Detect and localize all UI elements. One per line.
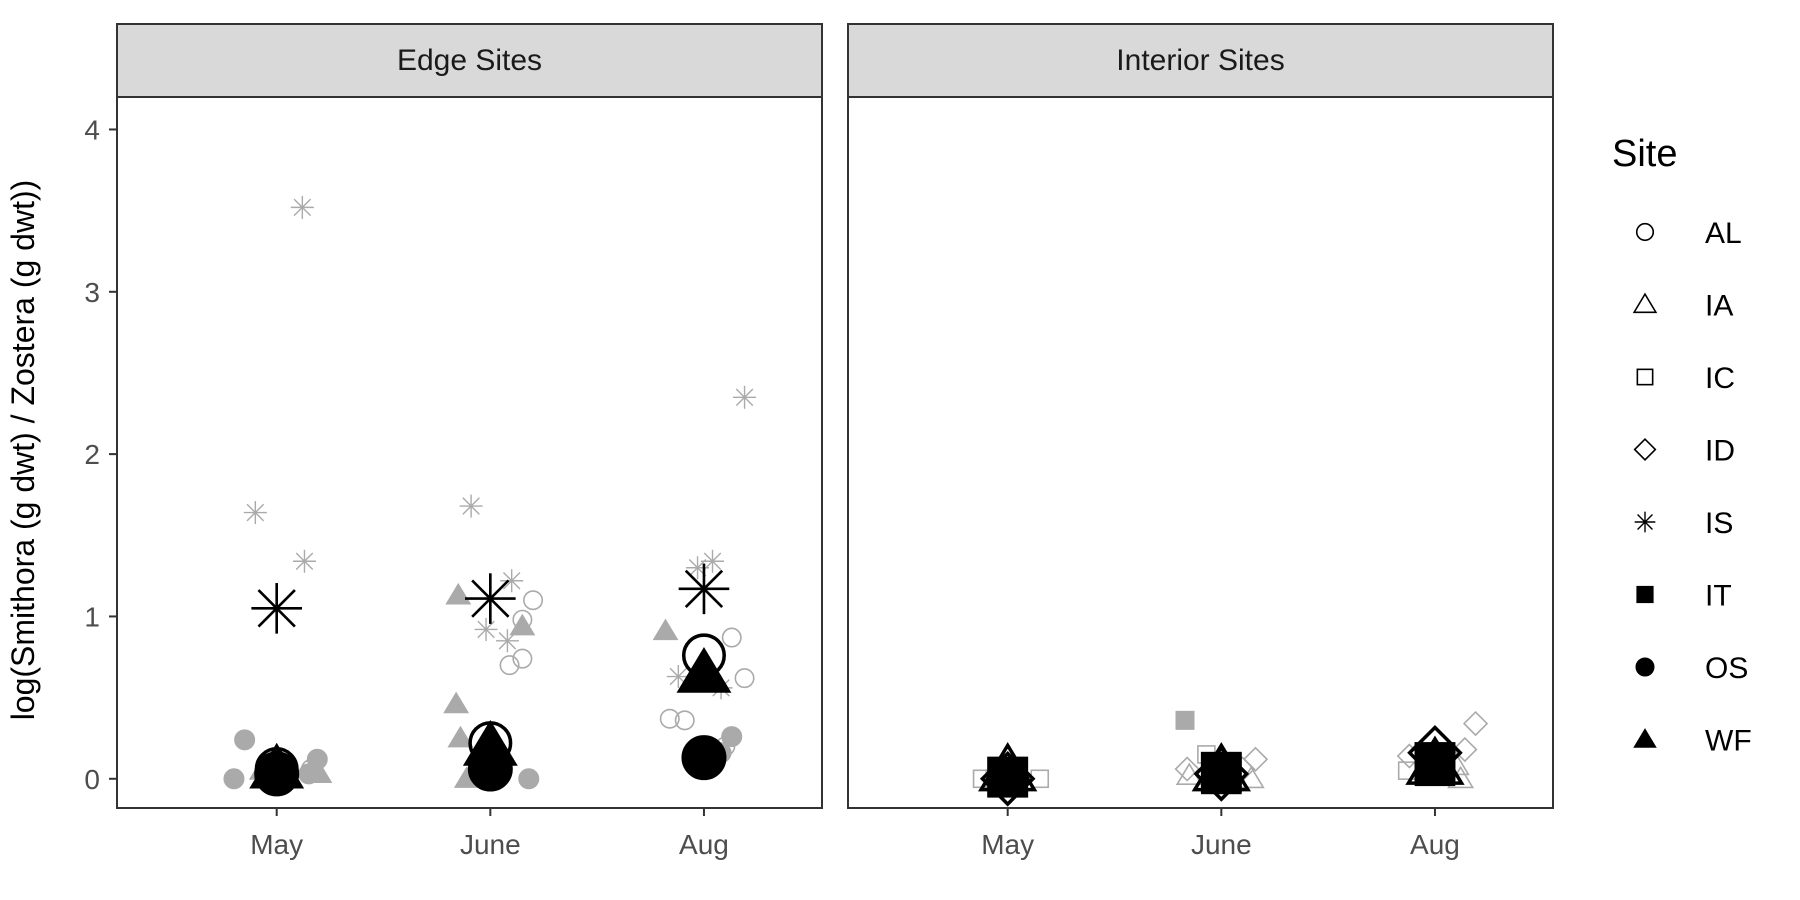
y-tick-label: 3 <box>84 277 100 308</box>
raw-point-id <box>1452 736 1478 763</box>
raw-point-os <box>518 768 540 790</box>
raw-point-is <box>733 385 757 409</box>
raw-point-wf <box>445 582 472 605</box>
legend-item-id: ID <box>1633 435 1735 468</box>
legend-label: IT <box>1705 580 1732 613</box>
facet-strip-label: Interior Sites <box>1116 44 1284 77</box>
raw-point-id <box>1462 710 1489 737</box>
raw-point-al <box>499 655 520 676</box>
legend-title: Site <box>1612 133 1677 175</box>
legend-label: IC <box>1705 362 1735 395</box>
legend-key-wf <box>1633 728 1657 748</box>
plot-panels: Edge Sites May June Aug Interior Sites May Jun… <box>116 23 1554 860</box>
legend-label: IA <box>1705 290 1733 323</box>
raw-point-os <box>223 768 245 790</box>
facet-strip <box>847 23 1554 98</box>
y-tick-label: 4 <box>84 114 100 145</box>
legend-label: IS <box>1705 507 1733 540</box>
raw-point-is <box>500 569 524 593</box>
legend-key-id <box>1633 438 1657 461</box>
mean-point-is <box>465 573 516 624</box>
raw-point-al <box>659 708 680 729</box>
y-axis-label: log(Smithora (g dwt) / Zostera (g dwt)) <box>5 180 41 721</box>
panel-interior-sites: Interior Sites May June Aug <box>847 23 1554 860</box>
x-tick-label: June <box>1191 829 1252 860</box>
legend-key-ic <box>1636 368 1654 386</box>
x-tick-label: Aug <box>1410 829 1460 860</box>
y-tick-label: 0 <box>84 764 100 795</box>
mean-point-is <box>251 583 302 634</box>
plot-area <box>116 96 823 809</box>
raw-point-id <box>1242 746 1269 772</box>
legend-key-os <box>1635 657 1655 677</box>
legend-label: WF <box>1705 725 1752 758</box>
mean-points <box>249 563 732 797</box>
raw-point-os <box>721 726 743 748</box>
mean-points <box>978 725 1465 807</box>
legend-item-ia: IA <box>1632 290 1733 323</box>
mean-point-wf <box>249 742 305 789</box>
raw-point-is <box>474 617 498 641</box>
x-tick-label: Aug <box>679 829 729 860</box>
mean-point-wf <box>462 720 518 766</box>
raw-point-os <box>234 729 256 751</box>
x-tick-label: May <box>981 829 1034 860</box>
legend-key-ia <box>1632 292 1658 314</box>
legend-item-it: IT <box>1636 580 1732 613</box>
legend-label: OS <box>1705 652 1748 685</box>
legend-item-al: AL <box>1635 217 1742 250</box>
legend-key-is <box>1634 511 1656 533</box>
y-tick-label: 1 <box>84 601 100 632</box>
y-tick-label: 2 <box>84 439 100 470</box>
raw-point-al <box>734 668 755 689</box>
legend-key-al <box>1635 222 1655 242</box>
raw-point-is <box>459 494 483 518</box>
legend-item-is: IS <box>1634 507 1733 540</box>
mean-point-os <box>681 735 727 781</box>
x-tick-label: May <box>250 829 303 860</box>
mean-point-it <box>1414 745 1456 787</box>
raw-point-wf <box>447 725 474 748</box>
legend: Site AL IA IC ID IS IT OS WF <box>1612 133 1752 758</box>
raw-point-wf <box>443 691 470 714</box>
mean-point-it <box>987 756 1028 798</box>
facet-strip-label: Edge Sites <box>397 44 542 77</box>
raw-point-al <box>512 648 533 669</box>
panel-edge-sites: Edge Sites May June Aug <box>116 23 823 860</box>
legend-item-os: OS <box>1635 652 1748 685</box>
y-axis: 0 1 2 3 4 <box>84 114 117 795</box>
x-tick-label: June <box>460 829 521 860</box>
legend-key-it <box>1636 585 1654 604</box>
raw-point-it <box>1175 710 1195 730</box>
raw-point-is <box>290 195 314 219</box>
raw-point-wf <box>509 613 536 636</box>
legend-item-wf: WF <box>1633 725 1752 758</box>
mean-point-is <box>678 563 730 615</box>
raw-point-wf <box>652 618 679 641</box>
legend-label: AL <box>1705 217 1742 250</box>
raw-point-is <box>292 549 316 573</box>
raw-point-is <box>243 501 267 525</box>
raw-point-al <box>674 710 695 731</box>
raw-point-id <box>1174 756 1200 782</box>
raw-point-wf <box>306 761 333 784</box>
raw-point-al <box>523 590 544 611</box>
legend-label: ID <box>1705 435 1735 468</box>
raw-point-al <box>721 627 742 648</box>
plot-area <box>847 96 1554 809</box>
raw-point-is <box>701 549 725 573</box>
mean-point-it <box>1201 753 1242 795</box>
mean-point-wf <box>676 646 732 693</box>
legend-item-ic: IC <box>1636 362 1735 395</box>
facet-strip <box>116 23 823 98</box>
